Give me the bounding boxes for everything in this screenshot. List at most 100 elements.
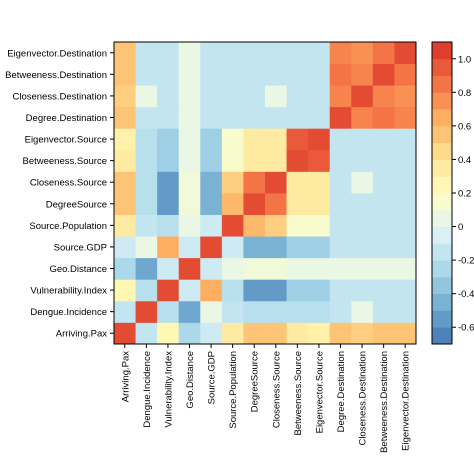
heatmap-cell-Dengue.Incidence-DegreeSource xyxy=(135,193,158,215)
heatmap-cell-Eigenvector.Source-Dengue.Incidence xyxy=(308,300,331,323)
x-tick-label: Dengue.Incidence xyxy=(142,351,153,428)
heatmap-cell-Eigenvector.Source-Eigenvector.Source xyxy=(308,128,331,151)
heatmap-cell-Betweeness.Destination-Vulnerability.Index xyxy=(372,279,395,302)
heatmap-cell-Eigenvector.Source-Arriving.Pax xyxy=(308,322,331,345)
heatmap-cell-Dengue.Incidence-Betweeness.Source xyxy=(135,149,158,172)
heatmap-cell-Eigenvector.Source-Degree.Destination xyxy=(308,106,331,129)
heatmap-cell-Degree.Destination-Betweeness.Destination xyxy=(329,63,352,86)
heatmap-cell-Betweeness.Source-Vulnerability.Index xyxy=(286,279,309,302)
heatmap-cell-Betweeness.Destination-Source.Population xyxy=(372,214,395,237)
heatmap-cell-Eigenvector.Destination-DegreeSource xyxy=(394,193,417,215)
heatmap-cell-Closeness.Source-Eigenvector.Destination xyxy=(265,42,287,64)
heatmap-cell-Betweeness.Source-Source.Population xyxy=(286,214,309,237)
colorbar-tick-label: 1.0 xyxy=(458,54,471,65)
colorbar-bin xyxy=(432,276,452,295)
heatmap-cell-DegreeSource-Closeness.Source xyxy=(243,171,266,194)
heatmap-cell-Betweeness.Source-Closeness.Source xyxy=(286,171,309,194)
heatmap-cell-Betweeness.Source-Dengue.Incidence xyxy=(286,300,309,323)
colorbar-tick-label: 0.4 xyxy=(458,155,471,166)
heatmap-cell-Geo.Distance-Betweeness.Source xyxy=(178,149,201,172)
heatmap-cell-Arriving.Pax-Closeness.Destination xyxy=(114,85,136,108)
heatmap-cell-Closeness.Source-DegreeSource xyxy=(265,193,287,215)
heatmap-cell-Eigenvector.Source-Betweeness.Source xyxy=(308,149,331,172)
x-axis: Arriving.Pax Dengue.Incidence Vulnerabilit… xyxy=(120,344,412,453)
colorbar-bin xyxy=(432,260,452,278)
colorbar-bin xyxy=(432,226,452,244)
heatmap-cell-Geo.Distance-Vulnerability.Index xyxy=(178,279,201,302)
heatmap-cell-Eigenvector.Destination-Betweeness.Source xyxy=(394,149,417,172)
colorbar-bin xyxy=(432,125,452,144)
heatmap-cell-DegreeSource-Eigenvector.Destination xyxy=(243,42,266,64)
heatmap-cell-Geo.Distance-Arriving.Pax xyxy=(178,322,201,345)
heatmap-cell-Dengue.Incidence-Source.GDP xyxy=(135,236,158,259)
heatmap-cell-Vulnerability.Index-Dengue.Incidence xyxy=(157,300,180,323)
heatmap-cell-Vulnerability.Index-Eigenvector.Source xyxy=(157,128,180,151)
heatmap-cell-Source.Population-Degree.Destination xyxy=(221,106,244,129)
heatmap-cell-Arriving.Pax-Dengue.Incidence xyxy=(114,300,136,323)
heatmap-cell-Betweeness.Source-Eigenvector.Destination xyxy=(286,42,309,64)
heatmap-cell-DegreeSource-Degree.Destination xyxy=(243,106,266,129)
x-tick-label: DegreeSource xyxy=(250,351,261,412)
heatmap-cell-Dengue.Incidence-Degree.Destination xyxy=(135,106,158,129)
heatmap-cell-Dengue.Incidence-Arriving.Pax xyxy=(135,322,158,345)
heatmap-cell-Source.GDP-Closeness.Destination xyxy=(200,85,223,108)
heatmap-cell-Degree.Destination-DegreeSource xyxy=(329,193,352,215)
heatmap-cell-Arriving.Pax-DegreeSource xyxy=(114,193,136,215)
colorbar-tick-label: 0 xyxy=(458,222,463,233)
heatmap-cell-Source.GDP-Arriving.Pax xyxy=(200,322,223,345)
heatmap-cell-Source.Population-Geo.Distance xyxy=(221,257,244,280)
heatmap-cell-Source.Population-Closeness.Destination xyxy=(221,85,244,108)
heatmap-cell-Closeness.Source-Betweeness.Destination xyxy=(265,63,287,86)
y-tick-label: Betweeness.Destination xyxy=(5,70,107,81)
y-tick-label: Eigenvector.Source xyxy=(25,135,107,146)
heatmap-cell-Source.GDP-Source.GDP xyxy=(200,236,223,259)
heatmap-cell-Closeness.Destination-DegreeSource xyxy=(351,193,374,215)
heatmap-cell-Eigenvector.Destination-Source.Population xyxy=(394,214,417,237)
y-tick-label: Closeness.Destination xyxy=(12,91,107,102)
heatmap-cell-Vulnerability.Index-Geo.Distance xyxy=(157,257,180,280)
heatmap-cell-Betweeness.Destination-Degree.Destination xyxy=(372,106,395,129)
heatmap-cell-Closeness.Source-Degree.Destination xyxy=(265,106,287,129)
colorbar-bin xyxy=(432,58,452,76)
y-tick-label: Dengue.Incidence xyxy=(30,307,107,318)
heatmap-cell-Vulnerability.Index-Source.Population xyxy=(157,214,180,237)
colorbar-bin xyxy=(432,42,452,60)
heatmap-cell-Arriving.Pax-Eigenvector.Destination xyxy=(114,42,136,64)
heatmap-cell-Eigenvector.Destination-Dengue.Incidence xyxy=(394,300,417,323)
heatmap-cell-Geo.Distance-Source.GDP xyxy=(178,236,201,259)
heatmap-cell-Betweeness.Destination-Betweeness.Destination xyxy=(372,63,395,86)
heatmap-cell-Vulnerability.Index-Arriving.Pax xyxy=(157,322,180,345)
heatmap-border xyxy=(113,41,417,345)
heatmap-cell-DegreeSource-Betweeness.Source xyxy=(243,149,266,172)
colorbar-bin xyxy=(432,159,452,177)
heatmap-cell-Closeness.Source-Arriving.Pax xyxy=(265,322,287,345)
heatmap-cell-Source.Population-DegreeSource xyxy=(221,193,244,215)
heatmap-cell-Geo.Distance-Degree.Destination xyxy=(178,106,201,129)
heatmap-cell-Geo.Distance-Dengue.Incidence xyxy=(178,300,201,323)
heatmap-cell-Betweeness.Destination-Dengue.Incidence xyxy=(372,300,395,323)
heatmap-cell-Source.Population-Arriving.Pax xyxy=(221,322,244,345)
heatmap-cell-DegreeSource-DegreeSource xyxy=(243,193,266,215)
y-tick-label: Source.GDP xyxy=(54,242,107,253)
heatmap-cell-DegreeSource-Geo.Distance xyxy=(243,257,266,280)
y-tick-label: Vulnerability.Index xyxy=(30,286,107,297)
heatmap-cell-Betweeness.Source-Eigenvector.Source xyxy=(286,128,309,151)
heatmap-cell-Betweeness.Source-Arriving.Pax xyxy=(286,322,309,345)
y-tick-label: Geo.Distance xyxy=(49,264,107,275)
heatmap-cell-Source.Population-Betweeness.Destination xyxy=(221,63,244,86)
heatmap-cell-Betweeness.Source-Closeness.Destination xyxy=(286,85,309,108)
heatmap-cell-Source.Population-Source.GDP xyxy=(221,236,244,259)
x-tick-label: Betweeness.Destination xyxy=(379,351,390,453)
heatmap-cell-Degree.Destination-Degree.Destination xyxy=(329,106,352,129)
heatmap-cell-Vulnerability.Index-Closeness.Source xyxy=(157,171,180,194)
x-tick-label: Closeness.Destination xyxy=(358,351,369,446)
heatmap-cell-Degree.Destination-Vulnerability.Index xyxy=(329,279,352,302)
y-tick-label: Eigenvector.Destination xyxy=(7,48,107,59)
x-tick-label: Eigenvector.Source xyxy=(314,351,325,433)
heatmap-cell-Betweeness.Source-Betweeness.Destination xyxy=(286,63,309,86)
heatmap-cell-Dengue.Incidence-Closeness.Destination xyxy=(135,85,158,108)
heatmap-cell-Eigenvector.Destination-Vulnerability.Index xyxy=(394,279,417,302)
heatmap-cell-Source.GDP-Vulnerability.Index xyxy=(200,279,223,302)
heatmap-cell-Closeness.Destination-Dengue.Incidence xyxy=(351,300,374,323)
